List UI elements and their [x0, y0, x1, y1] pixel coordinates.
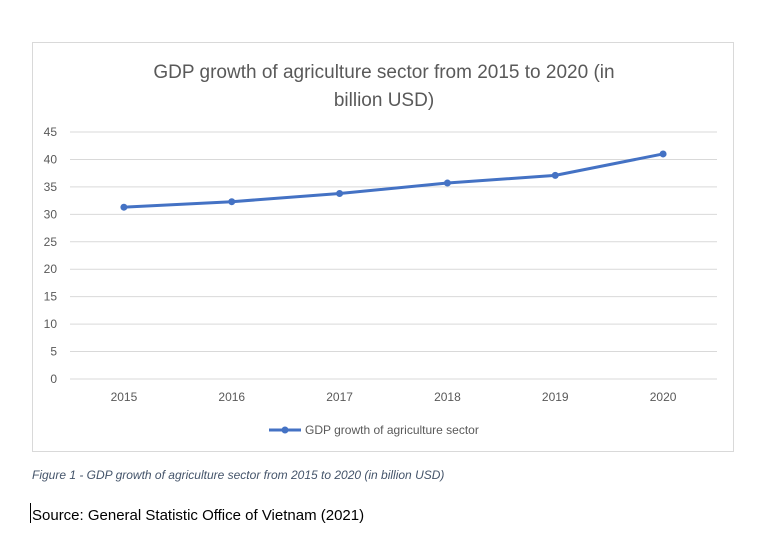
chart-area: GDP growth of agriculture sector from 20… [32, 42, 734, 452]
source-note: Source: General Statistic Office of Viet… [32, 507, 365, 524]
x-tick-label: 2016 [218, 390, 245, 404]
x-tick-label: 2019 [542, 390, 569, 404]
chart-title-line: billion USD) [334, 90, 434, 111]
line-chart: GDP growth of agriculture sector from 20… [44, 62, 717, 437]
text-cursor [30, 503, 31, 523]
data-point [228, 198, 236, 206]
x-tick-label: 2017 [326, 390, 353, 404]
y-tick-label: 35 [44, 180, 58, 194]
data-point [659, 150, 667, 158]
y-tick-label: 40 [44, 152, 58, 166]
x-tick-label: 2015 [111, 390, 138, 404]
data-point [443, 179, 451, 187]
y-tick-label: 45 [44, 125, 58, 139]
x-tick-label: 2020 [650, 390, 677, 404]
y-tick-label: 5 [50, 345, 57, 359]
data-point [120, 203, 128, 211]
legend-marker [281, 426, 289, 434]
x-tick-label: 2018 [434, 390, 461, 404]
y-tick-label: 0 [50, 372, 57, 386]
y-tick-label: 20 [44, 262, 58, 276]
y-tick-label: 25 [44, 235, 58, 249]
data-point [551, 171, 559, 179]
legend-label: GDP growth of agriculture sector [305, 423, 479, 437]
chart-title: GDP growth of agriculture sector from 20… [153, 62, 614, 111]
y-tick-label: 30 [44, 207, 58, 221]
data-point [336, 189, 344, 197]
y-tick-label: 10 [44, 317, 58, 331]
series-line [122, 152, 665, 209]
y-tick-label: 15 [44, 290, 58, 304]
figure-caption: Figure 1 - GDP growth of agriculture sec… [32, 468, 445, 482]
chart-title-line: GDP growth of agriculture sector from 20… [153, 62, 614, 83]
